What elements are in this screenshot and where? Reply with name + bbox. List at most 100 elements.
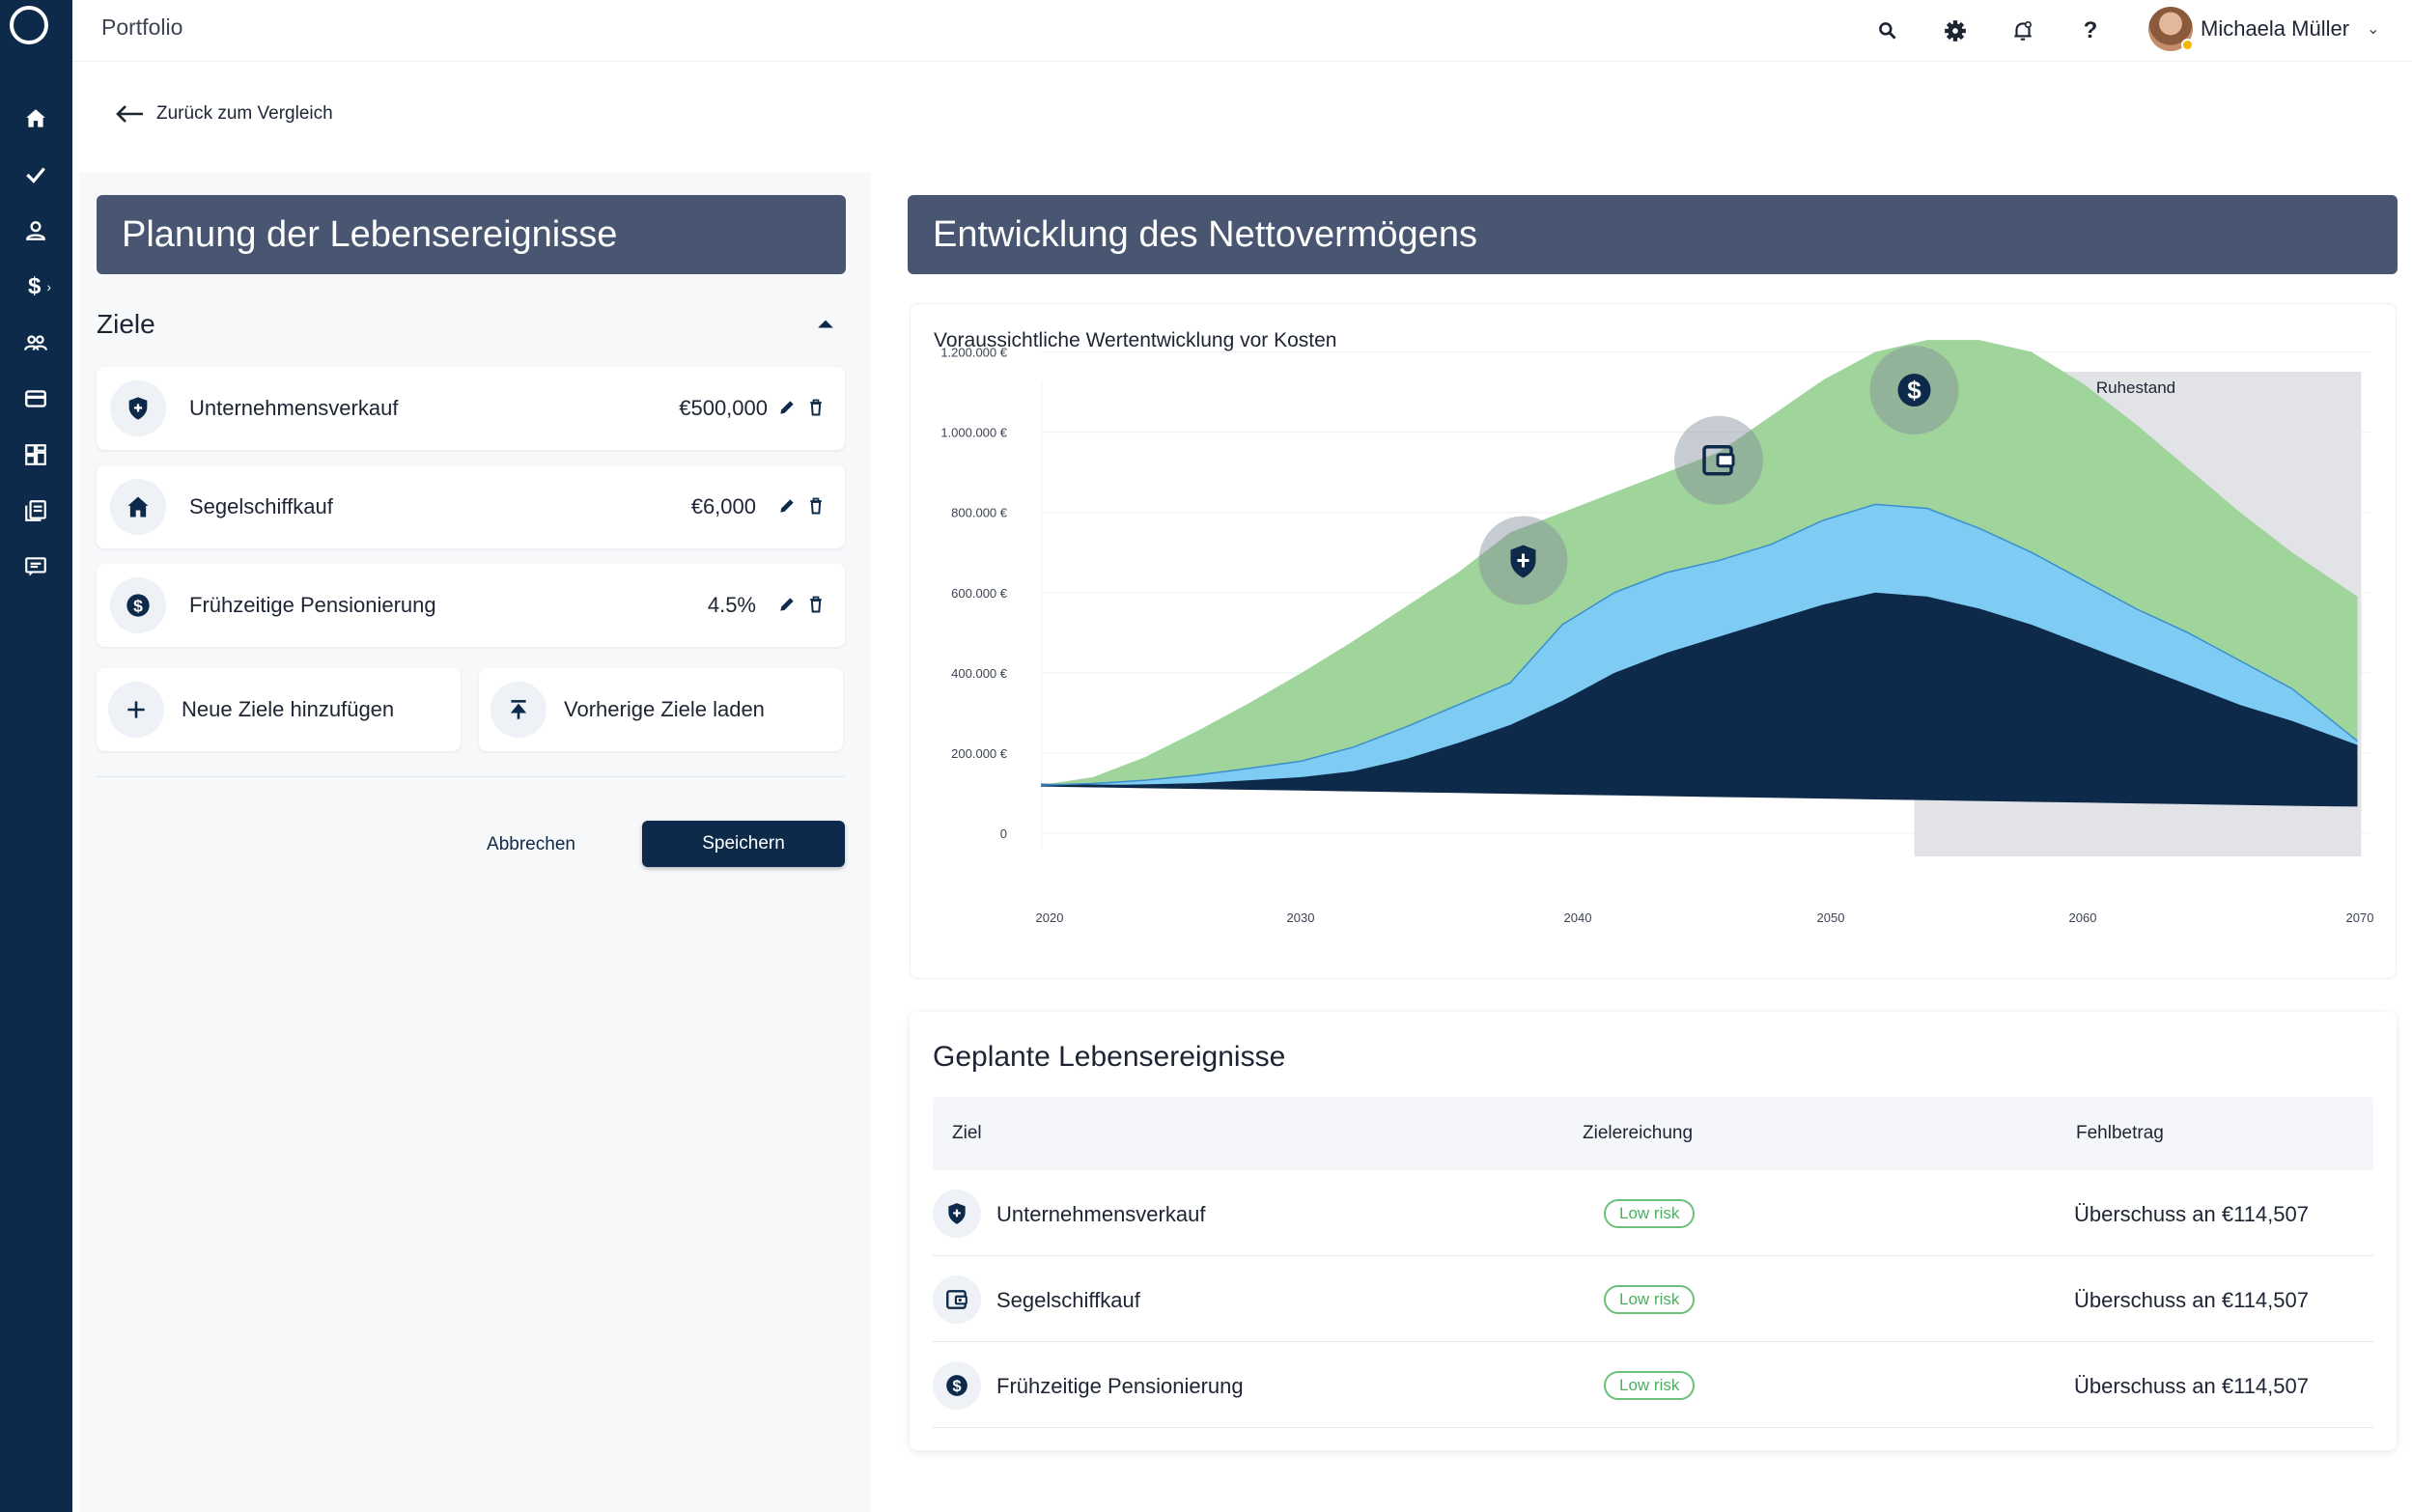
table-row[interactable]: Unternehmensverkauf Low risk Überschuss …	[933, 1170, 2373, 1256]
action-icon-wrapper	[108, 682, 164, 738]
nav-finance[interactable]: $ ›	[17, 265, 62, 309]
chart-card: Voraussichtliche Wertentwicklung vor Kos…	[910, 303, 2397, 979]
upload-icon	[510, 700, 527, 719]
y-tick-label: 0	[1000, 826, 1007, 841]
shield-icon	[128, 397, 148, 420]
y-tick-label: 1.000.000 €	[940, 426, 1007, 440]
row-goal-name: Frühzeitige Pensionierung	[996, 1374, 1244, 1398]
pencil-icon	[780, 499, 794, 513]
goal-icon-wrapper: $	[110, 577, 166, 633]
y-tick-label: 600.000 €	[951, 586, 1008, 601]
goal-card[interactable]: Segelschiffkauf €6,000	[97, 465, 845, 548]
user-menu[interactable]: Michaela Müller ⌄	[2148, 2, 2379, 56]
delete-goal-button[interactable]	[804, 396, 827, 419]
cancel-button[interactable]: Abbrechen	[454, 823, 608, 867]
goal-card[interactable]: $ Frühzeitige Pensionierung 4.5%	[97, 564, 845, 647]
edit-goal-button[interactable]	[775, 494, 799, 518]
y-tick-label: 400.000 €	[951, 666, 1008, 681]
goal-name: Unternehmensverkauf	[189, 396, 399, 420]
chevron-right-icon: ›	[46, 279, 52, 294]
trash-icon	[810, 399, 822, 416]
chat-icon	[25, 557, 46, 576]
user-name: Michaela Müller	[2201, 16, 2350, 41]
delete-goal-button[interactable]	[804, 494, 827, 518]
goal-value: 4.5%	[707, 593, 756, 617]
row-goal-name: Unternehmensverkauf	[996, 1202, 1206, 1226]
column-header-status: Zielereichung	[1583, 1123, 1694, 1143]
collapse-goals-button[interactable]	[813, 311, 838, 336]
bell-icon	[2014, 20, 2032, 41]
search-icon	[1879, 22, 1896, 40]
row-icon-wrapper: $	[933, 1361, 981, 1410]
table-row[interactable]: $ Frühzeitige Pensionierung Low risk Übe…	[933, 1342, 2373, 1428]
svg-text:$: $	[133, 596, 143, 615]
sidebar: $ ›	[0, 0, 72, 1512]
documents-icon	[25, 500, 46, 521]
goal-value: €500,000	[679, 396, 768, 420]
search-button[interactable]	[1866, 10, 1909, 52]
action-icon-wrapper	[491, 682, 547, 738]
x-tick-label: 2020	[1036, 910, 1064, 925]
arrow-left-icon	[116, 105, 143, 123]
nav-clients[interactable]	[14, 321, 58, 365]
nav-profile[interactable]	[14, 209, 58, 253]
svg-text:$: $	[952, 1378, 961, 1395]
back-link[interactable]: Zurück zum Vergleich	[114, 102, 333, 126]
help-icon: ?	[2083, 17, 2098, 43]
check-icon	[26, 167, 45, 183]
dollar-icon	[1897, 374, 1931, 406]
panel-title-right: Entwicklung des Nettovermögens	[908, 195, 2398, 274]
x-tick-label: 2050	[1817, 910, 1845, 925]
y-tick-label: 1.200.000 €	[940, 346, 1007, 360]
trash-icon	[810, 596, 822, 613]
dashboard-icon	[25, 444, 46, 465]
back-link-label: Zurück zum Vergleich	[156, 103, 333, 124]
notifications-button[interactable]	[2002, 10, 2044, 52]
nav-home[interactable]	[14, 97, 58, 141]
row-shortfall: Überschuss an €114,507	[2074, 1374, 2309, 1398]
delete-goal-button[interactable]	[804, 593, 827, 616]
x-tick-label: 2070	[2346, 910, 2374, 925]
nav-documents[interactable]	[14, 489, 58, 533]
nav-messages[interactable]	[14, 545, 58, 589]
gear-icon	[1945, 20, 1966, 42]
shield-cross	[1517, 553, 1529, 568]
baseline-series	[1040, 783, 2358, 807]
panel-title-left: Planung der Lebensereignisse	[97, 195, 846, 274]
app-title: Portfolio	[101, 14, 183, 40]
add-goals-label: Neue Ziele hinzufügen	[182, 697, 395, 721]
planned-events-card: Geplante Lebensereignisse Ziel Zielereic…	[910, 1012, 2397, 1450]
row-shortfall: Überschuss an €114,507	[2074, 1288, 2309, 1312]
goal-icon-wrapper	[110, 380, 166, 436]
pencil-icon	[780, 401, 794, 414]
add-goals-button[interactable]: Neue Ziele hinzufügen	[97, 668, 461, 751]
edit-goal-button[interactable]	[775, 396, 799, 419]
column-header-goal: Ziel	[952, 1123, 982, 1143]
settings-button[interactable]	[1934, 10, 1977, 52]
chart-subtitle: Voraussichtliche Wertentwicklung vor Kos…	[934, 329, 1337, 351]
load-goals-button[interactable]: Vorherige Ziele laden	[479, 668, 843, 751]
credit-card-icon	[25, 390, 46, 407]
help-button[interactable]: ?	[2069, 10, 2112, 52]
dollar-icon: $	[27, 273, 42, 299]
status-dot	[2181, 39, 2194, 51]
retirement-label: Ruhestand	[2096, 378, 2175, 397]
nav-tasks[interactable]	[14, 153, 58, 197]
avatar	[2148, 7, 2194, 51]
table-row[interactable]: Segelschiffkauf Low risk Überschuss an €…	[933, 1256, 2373, 1342]
wallet-pocket	[1716, 453, 1735, 468]
edit-goal-button[interactable]	[775, 593, 799, 616]
trash-icon	[810, 497, 822, 515]
goal-icon-wrapper	[110, 479, 166, 535]
logo-icon[interactable]	[10, 6, 48, 44]
nav-dashboard[interactable]	[14, 433, 58, 477]
save-button[interactable]: Speichern	[642, 821, 845, 867]
chevron-down-icon: ⌄	[2367, 21, 2380, 38]
user-icon	[26, 221, 45, 240]
users-icon	[24, 335, 47, 350]
wallet-icon	[946, 1290, 968, 1309]
goal-card[interactable]: Unternehmensverkauf €500,000	[97, 367, 845, 450]
nav-cards[interactable]	[14, 377, 58, 421]
column-header-shortfall: Fehlbetrag	[2076, 1123, 2164, 1143]
status-badge: Low risk	[1604, 1371, 1696, 1400]
